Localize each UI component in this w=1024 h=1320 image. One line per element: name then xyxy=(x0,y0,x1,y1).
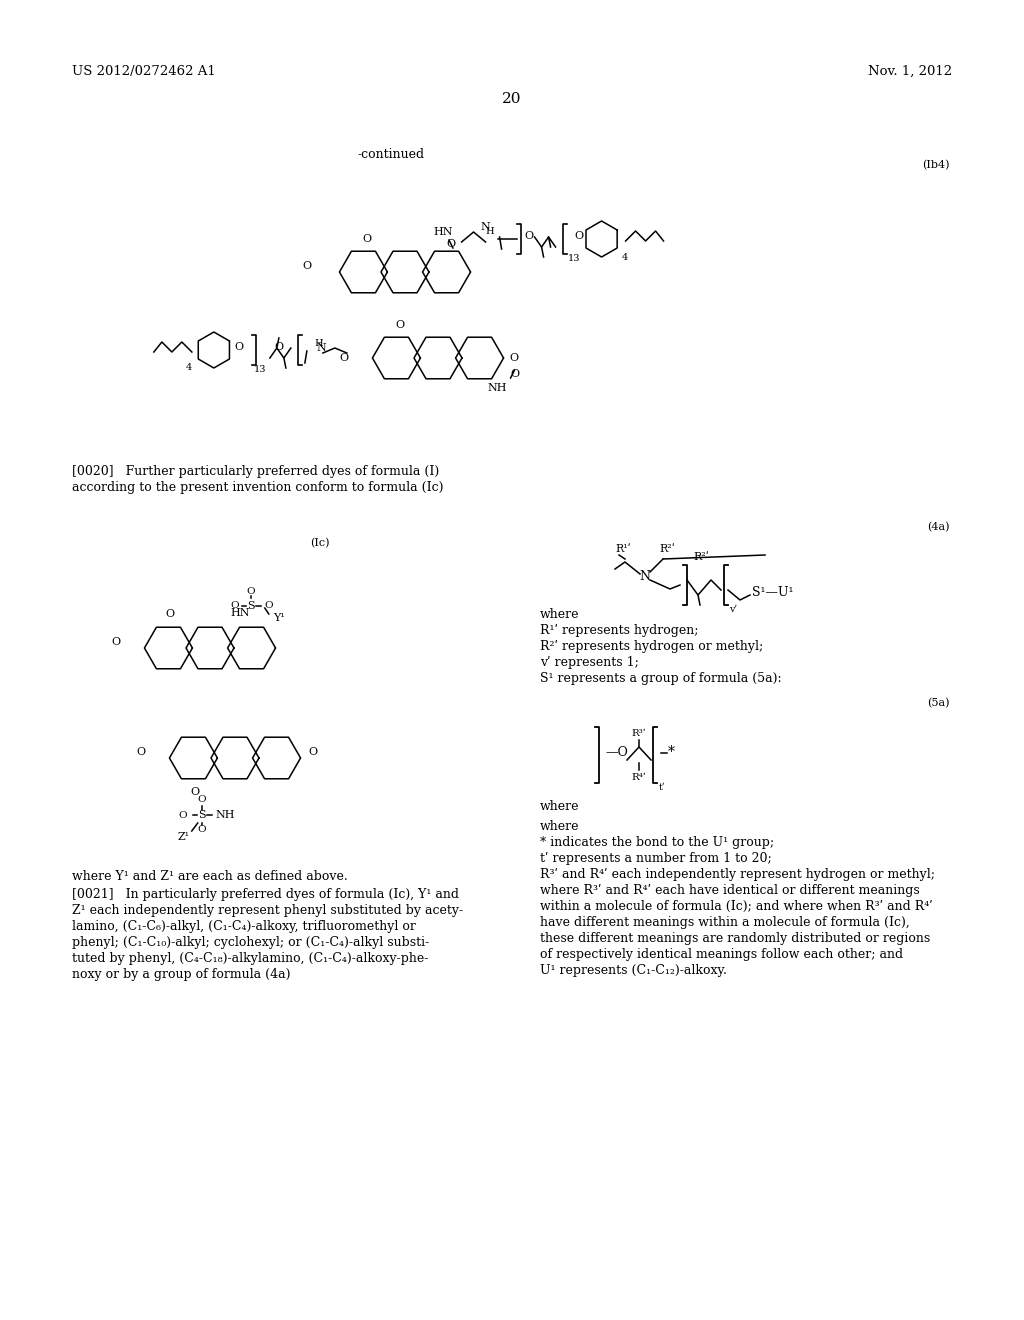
Text: vʹ: vʹ xyxy=(729,605,737,614)
Text: [0021]   In particularly preferred dyes of formula (Ic), Y¹ and: [0021] In particularly preferred dyes of… xyxy=(72,888,459,902)
Text: O: O xyxy=(230,602,239,610)
Text: Nov. 1, 2012: Nov. 1, 2012 xyxy=(868,65,952,78)
Text: O: O xyxy=(247,587,255,597)
Text: O: O xyxy=(524,231,534,242)
Text: (4a): (4a) xyxy=(928,521,950,532)
Text: Y¹: Y¹ xyxy=(272,612,285,623)
Text: (Ic): (Ic) xyxy=(310,539,330,548)
Text: where: where xyxy=(540,609,580,620)
Text: O: O xyxy=(178,810,186,820)
Text: R¹ʹ: R¹ʹ xyxy=(615,544,631,554)
Text: -continued: -continued xyxy=(358,148,425,161)
Text: R³ʹ: R³ʹ xyxy=(632,729,646,738)
Text: N: N xyxy=(480,222,490,232)
Text: 13: 13 xyxy=(254,366,266,374)
Text: 20: 20 xyxy=(502,92,522,106)
Text: O: O xyxy=(112,638,121,647)
Text: O: O xyxy=(362,234,372,244)
Text: R²ʹ: R²ʹ xyxy=(693,552,709,562)
Text: tuted by phenyl, (C₄-C₁₈)-alkylamino, (C₁-C₄)-alkoxy-phe-: tuted by phenyl, (C₄-C₁₈)-alkylamino, (C… xyxy=(72,952,428,965)
Text: HN: HN xyxy=(433,227,453,238)
Text: 4: 4 xyxy=(185,363,191,372)
Text: H: H xyxy=(485,227,494,236)
Text: [0020]   Further particularly preferred dyes of formula (I): [0020] Further particularly preferred dy… xyxy=(72,465,439,478)
Text: vʹ represents 1;: vʹ represents 1; xyxy=(540,656,639,669)
Text: Z¹: Z¹ xyxy=(178,832,189,842)
Text: H: H xyxy=(314,338,324,347)
Text: —O: —O xyxy=(605,746,628,759)
Text: 13: 13 xyxy=(567,253,580,263)
Text: (Ib4): (Ib4) xyxy=(923,160,950,170)
Text: O: O xyxy=(234,342,244,352)
Text: R⁴ʹ: R⁴ʹ xyxy=(632,772,646,781)
Text: S¹ represents a group of formula (5a):: S¹ represents a group of formula (5a): xyxy=(540,672,781,685)
Text: O: O xyxy=(137,747,145,756)
Text: 4: 4 xyxy=(622,252,628,261)
Text: where R³ʹ and R⁴ʹ each have identical or different meanings: where R³ʹ and R⁴ʹ each have identical or… xyxy=(540,884,920,898)
Text: S¹—U¹: S¹—U¹ xyxy=(752,586,794,598)
Text: R³ʹ and R⁴ʹ each independently represent hydrogen or methyl;: R³ʹ and R⁴ʹ each independently represent… xyxy=(540,869,935,880)
Text: S: S xyxy=(198,810,206,820)
Text: O: O xyxy=(308,747,317,756)
Text: O: O xyxy=(265,602,273,610)
Text: O: O xyxy=(340,352,349,363)
Text: O: O xyxy=(274,342,284,352)
Text: Z¹ each independently represent phenyl substituted by acety-: Z¹ each independently represent phenyl s… xyxy=(72,904,463,917)
Text: O: O xyxy=(303,261,312,271)
Text: S: S xyxy=(247,601,255,611)
Text: O: O xyxy=(166,609,175,619)
Text: O: O xyxy=(190,787,200,797)
Text: where Y¹ and Z¹ are each as defined above.: where Y¹ and Z¹ are each as defined abov… xyxy=(72,870,348,883)
Text: * indicates the bond to the U¹ group;: * indicates the bond to the U¹ group; xyxy=(540,836,774,849)
Text: N: N xyxy=(640,570,650,583)
Text: have different meanings within a molecule of formula (Ic),: have different meanings within a molecul… xyxy=(540,916,909,929)
Text: R²ʹ represents hydrogen or methyl;: R²ʹ represents hydrogen or methyl; xyxy=(540,640,763,653)
Text: O: O xyxy=(198,825,206,834)
Text: US 2012/0272462 A1: US 2012/0272462 A1 xyxy=(72,65,216,78)
Text: where: where xyxy=(540,800,580,813)
Text: tʹ represents a number from 1 to 20;: tʹ represents a number from 1 to 20; xyxy=(540,851,772,865)
Text: NH: NH xyxy=(487,383,507,393)
Text: N: N xyxy=(316,343,326,352)
Text: according to the present invention conform to formula (Ic): according to the present invention confo… xyxy=(72,480,443,494)
Text: R²ʹ: R²ʹ xyxy=(659,544,675,554)
Text: O: O xyxy=(574,231,584,242)
Text: O: O xyxy=(510,370,519,379)
Text: where: where xyxy=(540,820,580,833)
Text: *: * xyxy=(668,744,675,759)
Text: tʹ: tʹ xyxy=(659,783,666,792)
Text: O: O xyxy=(396,319,406,330)
Text: U¹ represents (C₁-C₁₂)-alkoxy.: U¹ represents (C₁-C₁₂)-alkoxy. xyxy=(540,964,727,977)
Text: O: O xyxy=(446,239,456,249)
Text: O: O xyxy=(198,796,206,804)
Text: of respectively identical meanings follow each other; and: of respectively identical meanings follo… xyxy=(540,948,903,961)
Text: NH: NH xyxy=(216,810,236,820)
Text: O: O xyxy=(510,352,519,363)
Text: these different meanings are randomly distributed or regions: these different meanings are randomly di… xyxy=(540,932,930,945)
Text: phenyl; (C₁-C₁₀)-alkyl; cyclohexyl; or (C₁-C₄)-alkyl substi-: phenyl; (C₁-C₁₀)-alkyl; cyclohexyl; or (… xyxy=(72,936,429,949)
Text: (5a): (5a) xyxy=(928,698,950,709)
Text: noxy or by a group of formula (4a): noxy or by a group of formula (4a) xyxy=(72,968,291,981)
Text: within a molecule of formula (Ic); and where when R³ʹ and R⁴ʹ: within a molecule of formula (Ic); and w… xyxy=(540,900,933,913)
Text: R¹ʹ represents hydrogen;: R¹ʹ represents hydrogen; xyxy=(540,624,698,638)
Text: lamino, (C₁-C₆)-alkyl, (C₁-C₄)-alkoxy, trifluoromethyl or: lamino, (C₁-C₆)-alkyl, (C₁-C₄)-alkoxy, t… xyxy=(72,920,416,933)
Text: HN: HN xyxy=(230,609,250,618)
